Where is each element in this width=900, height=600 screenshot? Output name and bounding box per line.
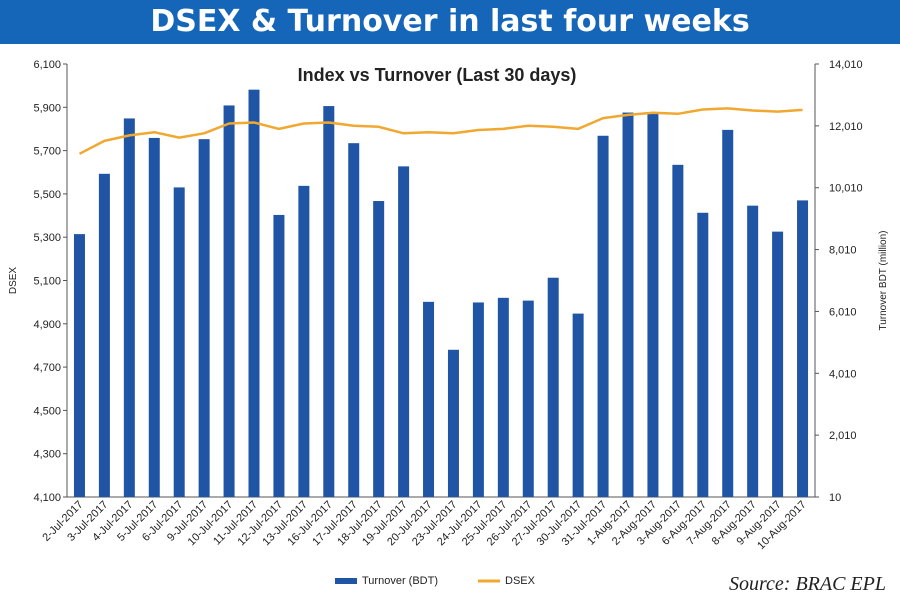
banner-title: DSEX & Turnover in last four weeks bbox=[0, 0, 900, 44]
right-tick-label: 12,010 bbox=[829, 121, 863, 133]
left-tick-label: 5,300 bbox=[33, 232, 61, 244]
turnover-bar bbox=[797, 200, 809, 497]
left-tick-label: 4,300 bbox=[33, 449, 61, 461]
left-tick-label: 5,100 bbox=[33, 276, 61, 288]
legend-turnover-swatch bbox=[335, 578, 357, 584]
turnover-bar bbox=[622, 112, 634, 497]
turnover-bar bbox=[123, 118, 135, 497]
left-tick-label: 4,900 bbox=[33, 319, 61, 331]
legend-dsex-label: DSEX bbox=[505, 575, 536, 587]
turnover-bar bbox=[273, 214, 285, 497]
turnover-bar bbox=[547, 277, 559, 497]
turnover-bar bbox=[323, 106, 335, 497]
chart-title: Index vs Turnover (Last 30 days) bbox=[298, 65, 577, 85]
turnover-bar bbox=[597, 135, 609, 498]
turnover-bar bbox=[223, 105, 235, 498]
turnover-bar bbox=[497, 297, 509, 497]
left-tick-label: 4,500 bbox=[33, 405, 61, 417]
turnover-bar bbox=[373, 201, 385, 498]
turnover-bar bbox=[148, 137, 160, 497]
turnover-bar bbox=[697, 212, 709, 498]
right-tick-label: 10,010 bbox=[829, 183, 863, 195]
right-tick-label: 2,010 bbox=[829, 430, 857, 442]
turnover-bar bbox=[173, 187, 185, 497]
right-tick-label: 8,010 bbox=[829, 245, 857, 257]
turnover-bar bbox=[447, 349, 459, 497]
left-tick-label: 6,100 bbox=[33, 59, 61, 71]
turnover-bar bbox=[772, 231, 784, 497]
turnover-bar bbox=[73, 234, 85, 497]
turnover-bar bbox=[248, 89, 260, 497]
turnover-bar bbox=[423, 301, 435, 497]
turnover-bar bbox=[472, 302, 484, 497]
left-tick-label: 4,100 bbox=[33, 492, 61, 504]
turnover-bar bbox=[398, 166, 410, 497]
turnover-bar bbox=[98, 173, 110, 497]
left-tick-label: 4,700 bbox=[33, 362, 61, 374]
left-axis-label: DSEX bbox=[8, 267, 19, 295]
turnover-bar bbox=[722, 129, 734, 497]
turnover-bar bbox=[348, 143, 360, 498]
left-tick-label: 5,500 bbox=[33, 189, 61, 201]
turnover-bar bbox=[298, 185, 310, 497]
turnover-bar bbox=[572, 313, 584, 497]
left-tick-label: 5,900 bbox=[33, 102, 61, 114]
turnover-bar bbox=[672, 164, 684, 497]
right-axis-label: Turnover BDT (million) bbox=[878, 230, 889, 330]
chart: Index vs Turnover (Last 30 days) 4,100 4,3… bbox=[8, 59, 889, 587]
right-tick-label: 6,010 bbox=[829, 306, 857, 318]
right-tick-label: 14,010 bbox=[829, 59, 863, 71]
right-tick-label: 4,010 bbox=[829, 368, 857, 380]
turnover-bar bbox=[647, 113, 659, 498]
legend-turnover-label: Turnover (BDT) bbox=[362, 575, 438, 587]
right-tick-label: 10 bbox=[829, 492, 841, 504]
turnover-bar bbox=[198, 139, 210, 497]
left-tick-label: 5,700 bbox=[33, 146, 61, 158]
dsex-line bbox=[78, 107, 803, 155]
source-label: Source: BRAC EPL bbox=[728, 573, 886, 595]
turnover-bar bbox=[522, 300, 534, 497]
turnover-bar bbox=[747, 205, 759, 497]
